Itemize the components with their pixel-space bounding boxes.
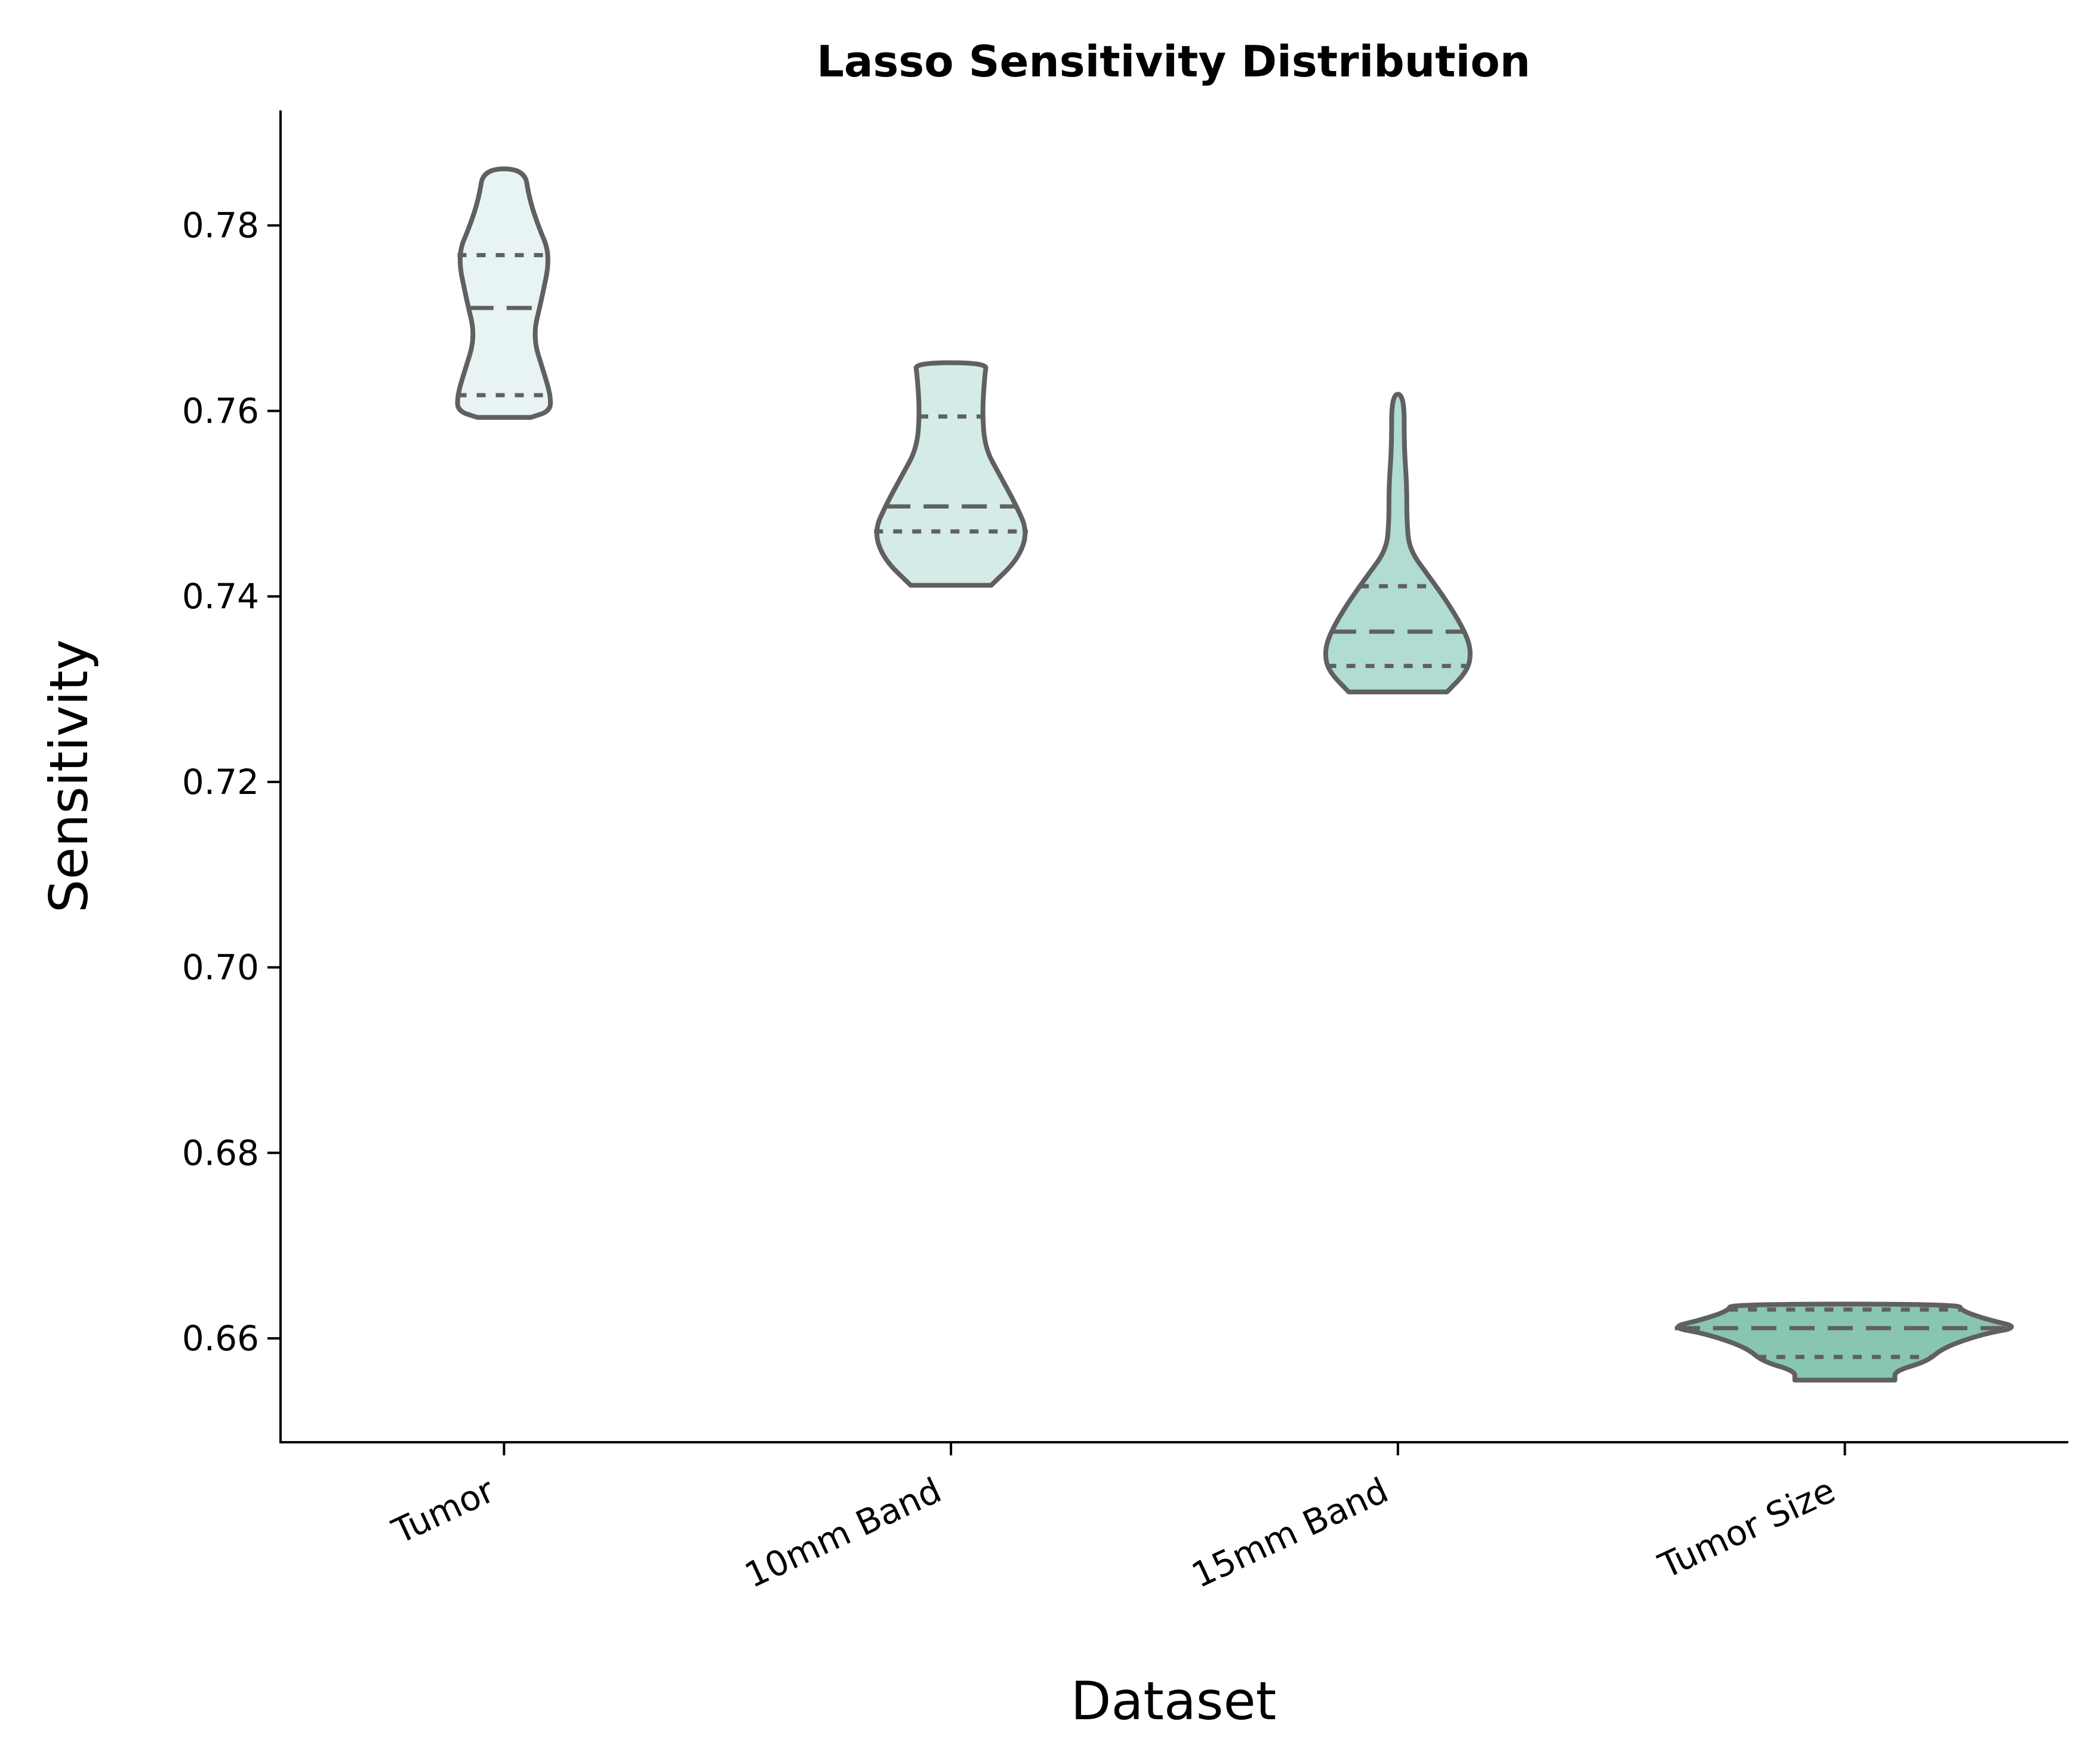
x-tick-label: 10mm Band bbox=[738, 1470, 947, 1596]
x-tick-label: 15mm Band bbox=[1185, 1470, 1394, 1596]
violin-body bbox=[1676, 1301, 2014, 1383]
y-tick-label: 0.68 bbox=[182, 1132, 259, 1173]
violin-15mm-band bbox=[1323, 392, 1473, 695]
violin-body bbox=[874, 360, 1028, 588]
y-axis-label: Sensitivity bbox=[38, 639, 100, 913]
violin-body bbox=[1323, 392, 1473, 695]
y-tick-label: 0.78 bbox=[182, 205, 259, 246]
plot-area bbox=[455, 166, 2015, 1383]
y-tick-label: 0.66 bbox=[182, 1318, 259, 1359]
x-tick-label: Tumor Size bbox=[1652, 1470, 1841, 1587]
violin-tumor-size bbox=[1674, 1301, 2015, 1383]
y-tick-label: 0.70 bbox=[182, 947, 259, 988]
violin-body bbox=[455, 166, 553, 420]
y-tick-label: 0.72 bbox=[182, 762, 259, 802]
chart-title: Lasso Sensitivity Distribution bbox=[817, 36, 1530, 87]
y-axis-ticks: 0.66 0.68 0.70 0.72 0.74 0.76 0.78 bbox=[182, 205, 281, 1359]
y-tick-label: 0.76 bbox=[182, 390, 259, 431]
y-tick-label: 0.74 bbox=[182, 576, 259, 617]
x-axis-label: Dataset bbox=[1071, 1670, 1277, 1732]
x-axis-ticks: Tumor 10mm Band 15mm Band Tumor Size bbox=[386, 1442, 1846, 1596]
violin-tumor bbox=[455, 166, 553, 420]
violin-10mm-band bbox=[874, 360, 1028, 588]
x-tick-label: Tumor bbox=[386, 1470, 500, 1552]
